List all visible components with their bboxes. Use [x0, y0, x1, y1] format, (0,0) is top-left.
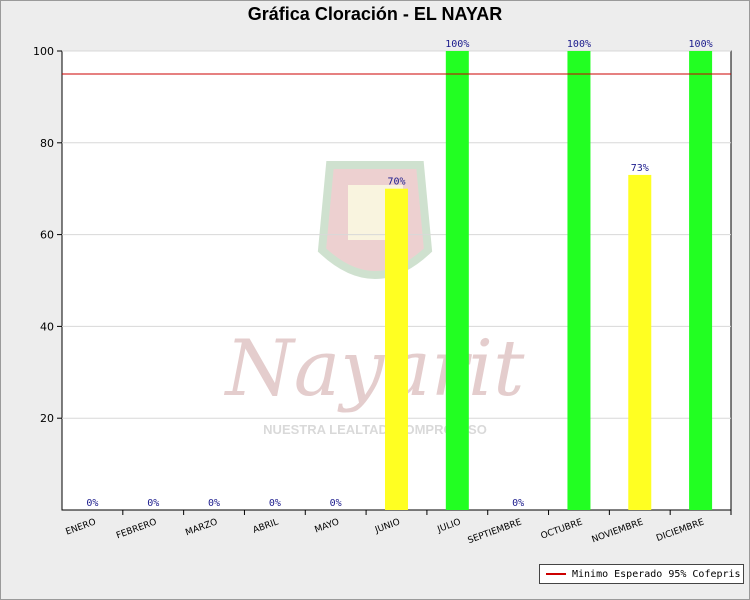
x-tick-label-febrero: FEBRERO — [115, 517, 158, 541]
bar-octubre — [567, 51, 591, 510]
x-axis: ENERO FEBRERO MARZO ABRIL MAYO JUNIO JULIO SEPT… — [64, 510, 732, 546]
y-tick-label: 60 — [40, 229, 54, 242]
x-tick-label-septiembre: SEPTIEMBRE — [467, 517, 524, 546]
y-tick-label: 100 — [33, 45, 54, 58]
x-tick-label-noviembre: NOVIEMBRE — [591, 517, 645, 545]
legend-label-reference: Minimo Esperado 95% Cofepris — [572, 568, 741, 580]
x-tick-label-diciembre: DICIEMBRE — [655, 517, 706, 544]
chart-title: Gráfica Cloración - EL NAYAR — [247, 4, 503, 24]
y-axis: 20 40 60 80 100 — [33, 45, 62, 425]
legend-swatch-reference — [546, 573, 566, 575]
y-tick-label: 40 — [40, 320, 54, 333]
data-label-enero: 0% — [86, 498, 98, 509]
x-tick-label-mayo: MAYO — [314, 517, 341, 535]
data-label-diciembre: 100% — [689, 39, 713, 50]
bar-julio — [445, 51, 469, 510]
x-tick-label-abril: ABRIL — [252, 517, 280, 535]
watermark-text: Nayarit — [224, 324, 526, 414]
x-tick-label-octubre: OCTUBRE — [540, 517, 585, 541]
data-label-octubre: 100% — [567, 39, 591, 50]
x-tick-label-julio: JULIO — [435, 517, 462, 535]
data-label-septiembre: 0% — [512, 498, 524, 509]
watermark-subtext: NUESTRA LEALTAD, COMPROMISO — [263, 422, 487, 437]
bar-diciembre — [689, 51, 713, 510]
data-label-marzo: 0% — [208, 498, 220, 509]
bar-noviembre — [628, 174, 652, 510]
x-tick-label-marzo: MARZO — [184, 517, 219, 538]
data-label-febrero: 0% — [147, 498, 159, 509]
data-label-noviembre: 73% — [631, 163, 649, 174]
y-tick-label: 20 — [40, 412, 54, 425]
data-label-julio: 100% — [445, 39, 469, 50]
x-tick-label-junio: JUNIO — [373, 517, 402, 536]
data-label-abril: 0% — [269, 498, 281, 509]
y-tick-label: 80 — [40, 137, 54, 150]
data-label-mayo: 0% — [330, 498, 342, 509]
x-tick-label-enero: ENERO — [64, 517, 97, 537]
legend: Minimo Esperado 95% Cofepris — [539, 564, 744, 584]
data-label-junio: 70% — [387, 177, 405, 188]
bars: 0% 0% 0% 0% 0% 70% 100% 0% 100% 73% 100% — [86, 39, 713, 510]
bar-junio — [385, 188, 408, 510]
